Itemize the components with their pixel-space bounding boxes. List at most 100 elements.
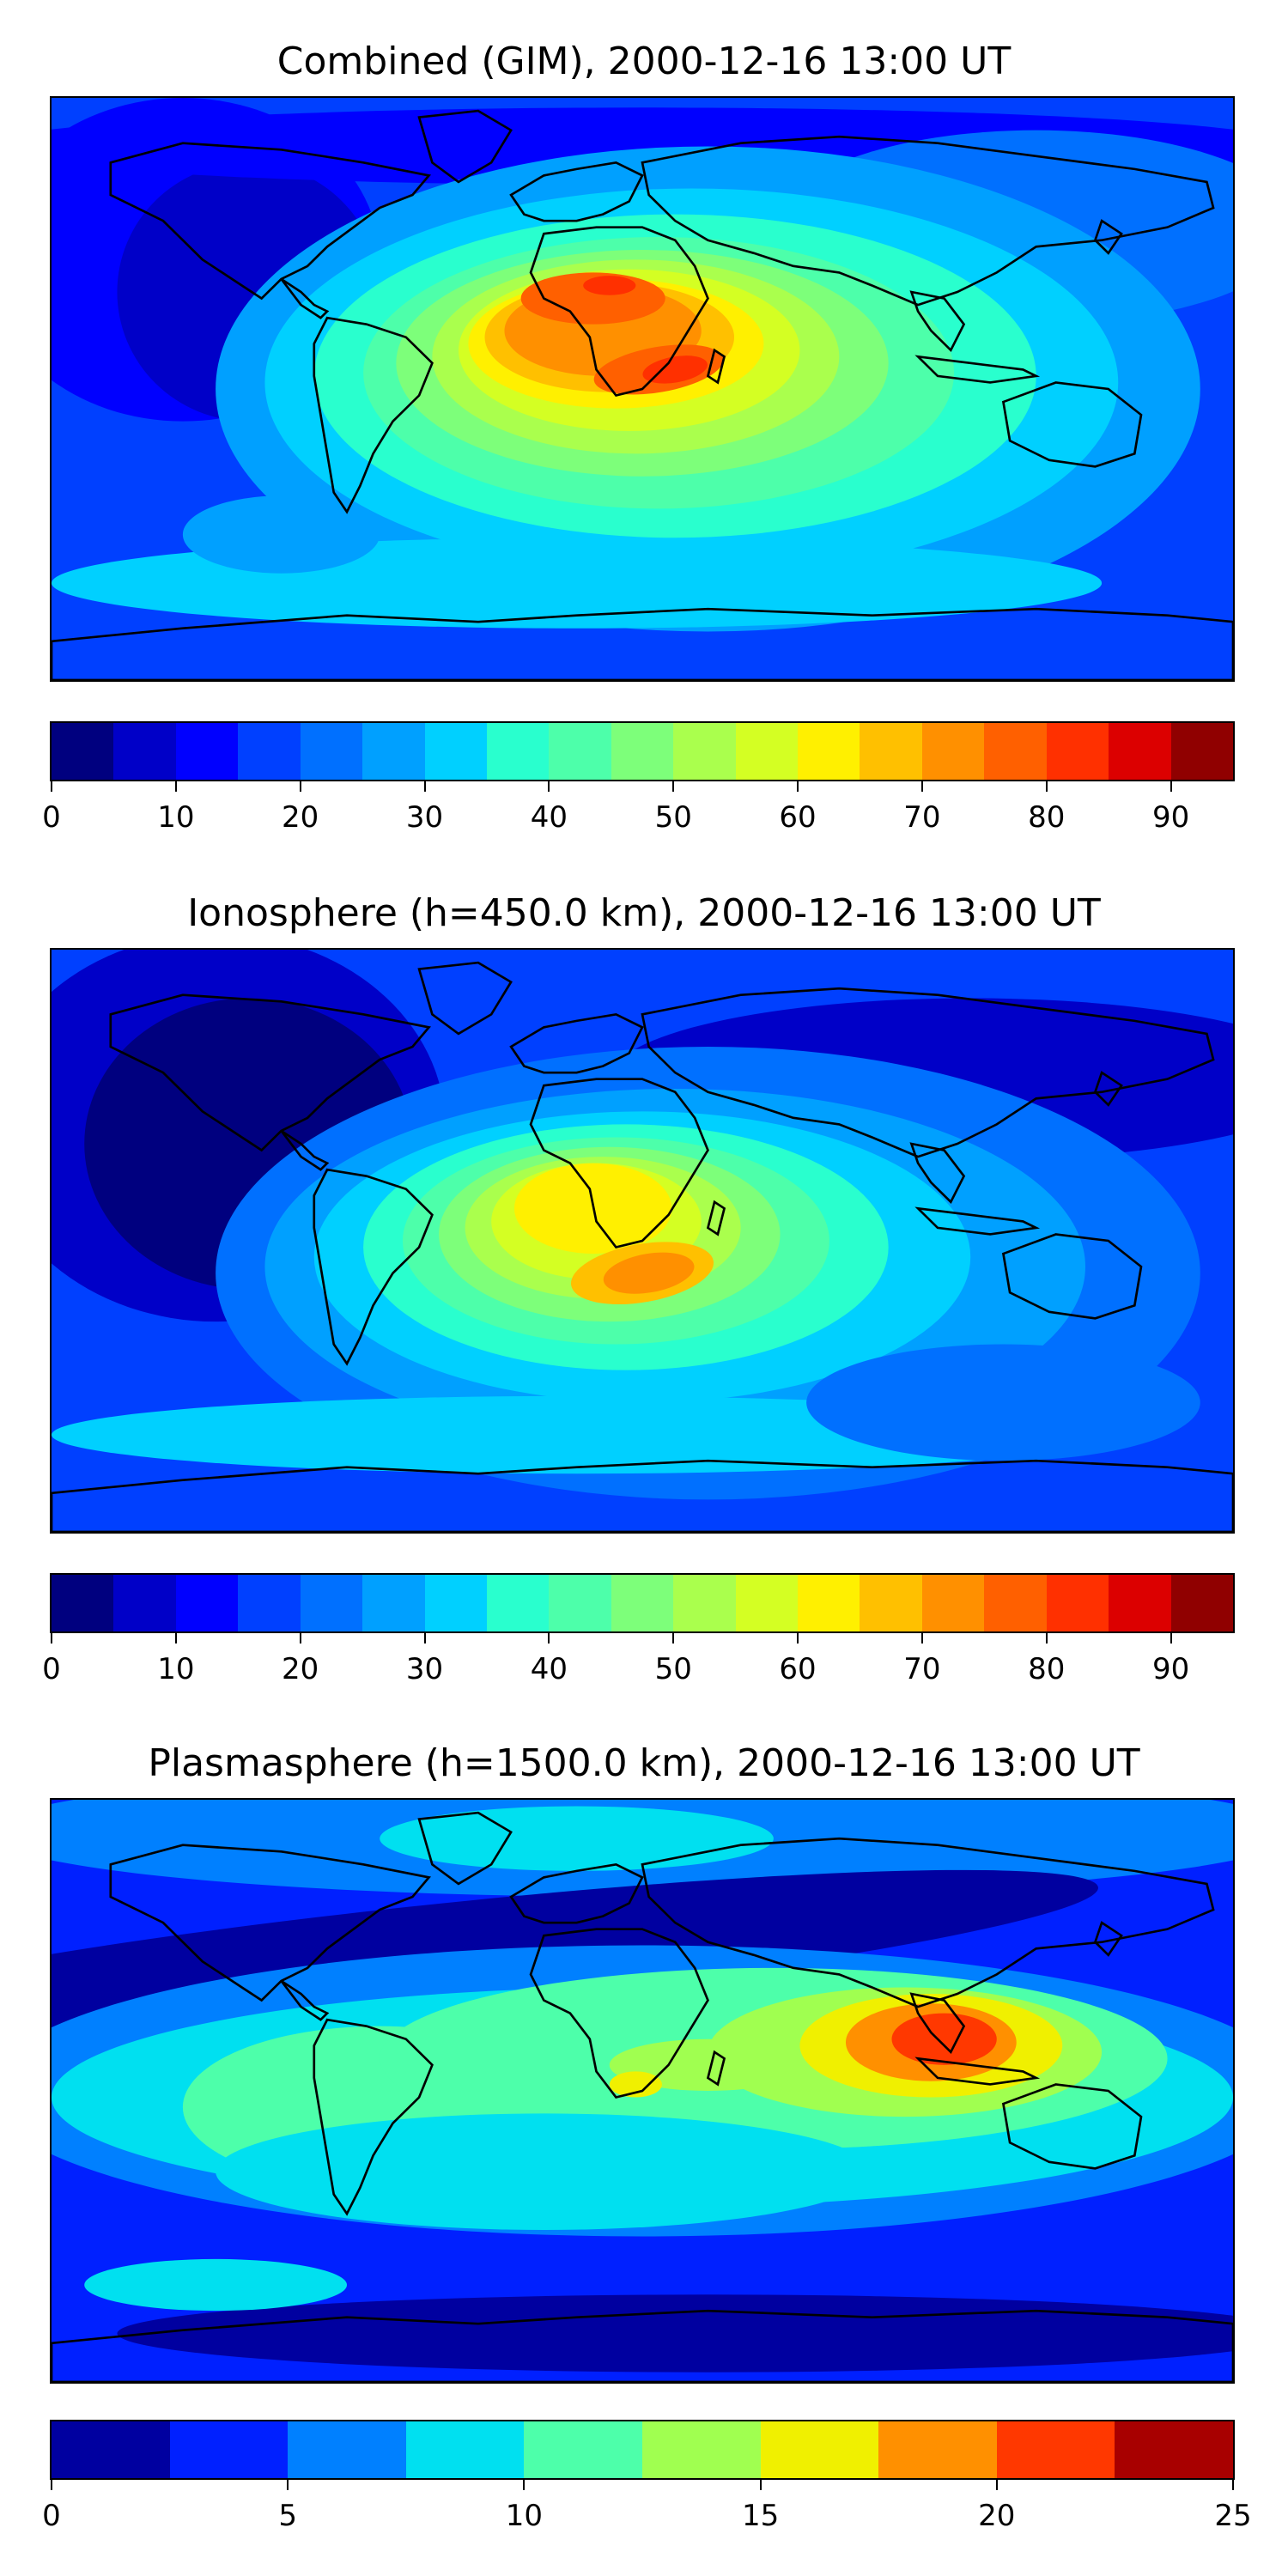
panel-1-title: Combined (GIM), 2000-12-16 13:00 UT (276, 39, 1012, 83)
colorbar-tick (797, 781, 799, 792)
colorbar-segment (300, 1575, 363, 1631)
colorbar-tick (523, 2480, 526, 2490)
colorbar-tick-label: 20 (282, 1652, 319, 1686)
colorbar-tick (423, 1633, 426, 1643)
panel-1-colorbar (50, 721, 1235, 781)
colorbar-tick-label: 40 (530, 800, 568, 835)
colorbar-tick-label: 10 (505, 2499, 544, 2533)
colorbar-segment (238, 1575, 301, 1631)
colorbar-tick (797, 1633, 799, 1643)
colorbar-segment (362, 723, 425, 780)
colorbar-segment (860, 1575, 922, 1631)
panel-1-colorbar-ticks: 0 10 20 30 40 50 60 70 80 90 (42, 781, 1235, 835)
colorbar-tick (423, 781, 426, 792)
colorbar-segment (405, 2421, 525, 2478)
panel-2-map (50, 948, 1235, 1534)
colorbar-tick (995, 2480, 998, 2490)
colorbar-tick (287, 2480, 289, 2490)
colorbar-segment (486, 1575, 550, 1631)
colorbar-tick (299, 781, 301, 792)
coastline (313, 316, 434, 514)
coastline (1093, 1071, 1123, 1107)
coastline (52, 2309, 1233, 2382)
colorbar-segment (798, 1575, 860, 1631)
colorbar-tick-label: 10 (157, 1652, 195, 1686)
coastline (641, 987, 1215, 1158)
colorbar-segment (1046, 723, 1109, 780)
colorbar-segment (52, 1575, 114, 1631)
coastline (706, 348, 726, 385)
colorbar-tick-label: 70 (903, 800, 941, 835)
coastline (109, 1844, 432, 2002)
coastline (509, 1862, 644, 1924)
colorbar-tick (759, 2480, 762, 2490)
colorbar-segment (996, 2421, 1115, 2478)
colorbar-segment (175, 1575, 239, 1631)
colorbar-tick-label: 60 (779, 1652, 817, 1686)
colorbar-tick-label: 5 (278, 2499, 298, 2533)
coastline (1001, 2083, 1143, 2170)
colorbar-tick (1045, 781, 1048, 792)
colorbar-segment (169, 2421, 289, 2478)
colorbar-tick-label: 50 (654, 800, 692, 835)
coastline (909, 1992, 966, 2055)
colorbar-segment (798, 723, 860, 780)
contour-region (583, 276, 636, 295)
colorbar-segment (424, 1575, 487, 1631)
panel-3-colorbar (50, 2420, 1235, 2480)
colorbar-segment (52, 723, 114, 780)
colorbar-tick (672, 781, 675, 792)
panel-1-map-plot (52, 98, 1233, 680)
colorbar-tick (174, 1633, 177, 1643)
colorbar-tick-label: 0 (42, 800, 61, 835)
colorbar-tick (1170, 1633, 1172, 1643)
colorbar-segment (1170, 1575, 1234, 1631)
panel-2-colorbar-ticks: 0 10 20 30 40 50 60 70 80 90 (42, 1633, 1235, 1686)
colorbar-segment (1170, 723, 1234, 780)
coastline (641, 1837, 1215, 2008)
coastline (280, 1979, 330, 2021)
colorbar-segment (52, 2421, 170, 2478)
colorbar-tick-label: 0 (42, 1652, 61, 1686)
colorbar-tick (1170, 781, 1172, 792)
coastline (280, 1129, 330, 1171)
coastline (1001, 381, 1143, 468)
colorbar-segment (549, 1575, 611, 1631)
colorbar-segment (1115, 2421, 1233, 2478)
coastline (417, 961, 513, 1036)
coastline (109, 993, 432, 1152)
panel-2-colorbar (50, 1573, 1235, 1633)
colorbar-tick-label: 30 (405, 800, 444, 835)
colorbar-tick-label: 80 (1028, 800, 1066, 835)
colorbar-segment (641, 2421, 761, 2478)
colorbar-tick-label: 20 (978, 2499, 1016, 2533)
colorbar-tick (672, 1633, 675, 1643)
colorbar-segment (238, 723, 301, 780)
colorbar-segment (288, 2421, 406, 2478)
colorbar-segment (549, 723, 611, 780)
contour-region (891, 2013, 997, 2065)
panel-3-map (50, 1798, 1235, 2384)
colorbar-segment (735, 723, 799, 780)
colorbar-tick-label: 70 (903, 1652, 941, 1686)
coastline (641, 135, 1215, 307)
coastline (509, 1012, 644, 1074)
colorbar-segment (984, 723, 1047, 780)
colorbar-segment (673, 1575, 736, 1631)
coastline (52, 1459, 1233, 1532)
colorbar-tick-label: 15 (741, 2499, 780, 2533)
colorbar-tick-label: 90 (1151, 1652, 1190, 1686)
contour-region (642, 355, 708, 384)
coastline (529, 1928, 709, 2099)
coastline (52, 607, 1233, 680)
colorbar-segment (611, 723, 674, 780)
colorbar-segment (673, 723, 736, 780)
colorbar-segment (984, 1575, 1047, 1631)
colorbar-tick (51, 781, 52, 792)
panel-2-title: Ionosphere (h=450.0 km), 2000-12-16 13:0… (187, 891, 1101, 935)
coastline (529, 226, 709, 398)
contour-region (609, 2038, 807, 2091)
colorbar-segment (524, 2421, 642, 2478)
coastline (706, 2050, 726, 2087)
colorbar-segment (921, 723, 985, 780)
